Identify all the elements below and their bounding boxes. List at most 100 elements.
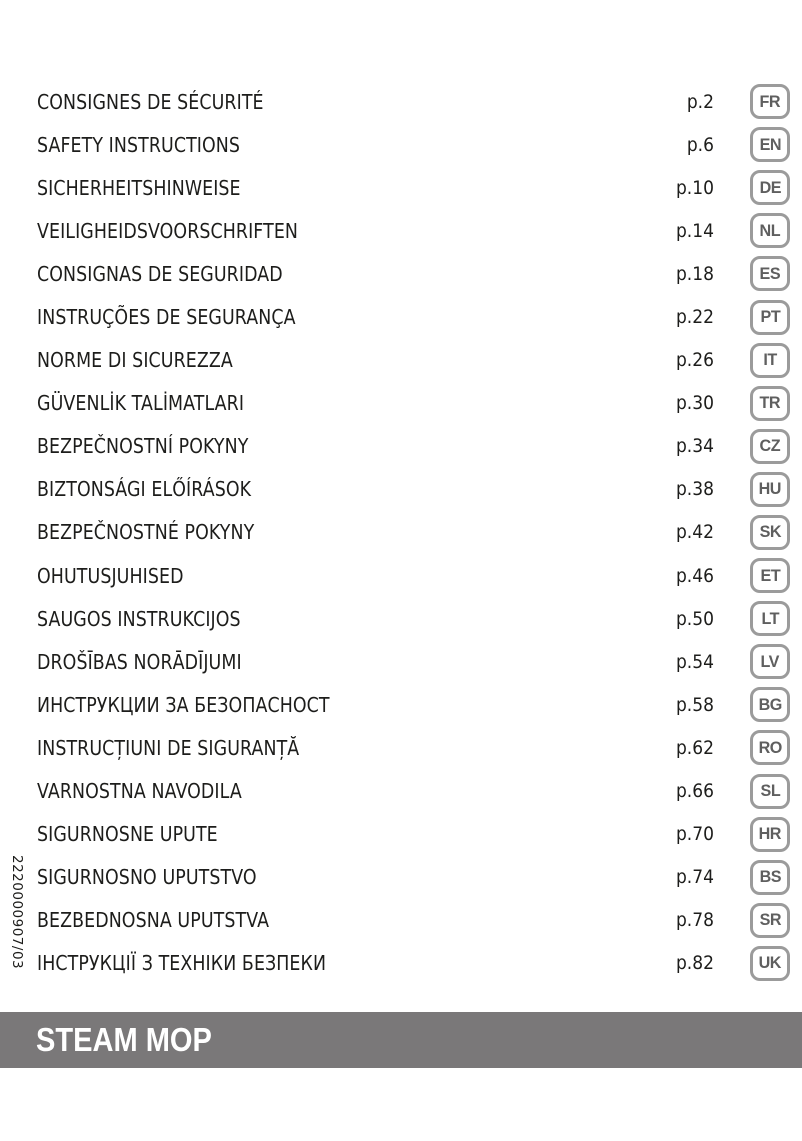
toc-row: SAUGOS INSTRUKCIJOS p.50 LT (37, 597, 790, 640)
toc-entry-title: BEZPEČNOSTNÍ POKYNY (37, 434, 249, 459)
toc-entry-title: SIGURNOSNE UPUTE (37, 822, 218, 847)
toc-row: NORME DI SICUREZZA p.26 IT (37, 339, 790, 382)
language-badge-label: NL (759, 220, 781, 240)
language-badge-label: IT (763, 350, 777, 370)
toc-row: VARNOSTNA NAVODILA p.66 SL (37, 770, 790, 813)
toc-row: CONSIGNAS DE SEGURIDAD p.18 ES (37, 252, 790, 295)
toc-row: ІНСТРУКЦІЇ З ТЕХНІКИ БЕЗПЕКИ p.82 UK (37, 942, 790, 985)
toc-row: OHUTUSJUHISED p.46 ET (37, 554, 790, 597)
toc-entry-title: DROŠĪBAS NORĀDĪJUMI (37, 649, 242, 674)
toc-entry-page-number: p.54 (675, 650, 714, 673)
language-badge: EN (750, 127, 790, 163)
language-badge: SK (750, 514, 790, 550)
toc-entry-title: INSTRUCȚIUNI DE SIGURANȚĂ (37, 735, 300, 760)
toc-row: INSTRUCȚIUNI DE SIGURANȚĂ p.62 RO (37, 726, 790, 769)
toc-entry-page-number: p.22 (675, 306, 714, 329)
language-badge-label: ET (760, 565, 780, 585)
toc-entry-page-number: p.62 (675, 736, 714, 759)
language-badge: LT (750, 601, 790, 637)
toc-entry-title: OHUTUSJUHISED (37, 563, 184, 588)
toc-entry-page-number: p.82 (675, 952, 714, 975)
language-badge: UK (750, 945, 790, 981)
toc-entry-page-number: p.58 (675, 693, 714, 716)
product-reference-code: 2220000907/03 (9, 855, 25, 970)
toc-entry-page-number: p.2 (686, 90, 714, 113)
toc-entry-title: BIZTONSÁGI ELŐÍRÁSOK (37, 477, 252, 502)
toc-row: DROŠĪBAS NORĀDĪJUMI p.54 LV (37, 640, 790, 683)
toc-row: SIGURNOSNE UPUTE p.70 HR (37, 813, 790, 856)
language-badge-label: LT (761, 608, 779, 628)
toc-entry-page-number: p.70 (675, 823, 714, 846)
language-badge-label: HR (758, 824, 782, 844)
toc-row: BEZPEČNOSTNÍ POKYNY p.34 CZ (37, 425, 790, 468)
language-badge: IT (750, 342, 790, 378)
language-badge: BG (750, 687, 790, 723)
language-badge-label: CZ (759, 436, 781, 456)
language-badge: HR (750, 816, 790, 852)
toc-row: BEZPEČNOSTNÉ POKYNY p.42 SK (37, 511, 790, 554)
toc-row: SAFETY INSTRUCTIONS p.6 EN (37, 123, 790, 166)
toc-entry-page-number: p.42 (675, 521, 714, 544)
toc-entry-page-number: p.10 (675, 176, 714, 199)
toc-entry-page-number: p.78 (675, 909, 714, 932)
toc-entry-page-number: p.30 (675, 392, 714, 415)
language-badge: CZ (750, 428, 790, 464)
footer-bar: STEAM MOP (0, 1012, 802, 1068)
toc-row: BEZBEDNOSNA UPUTSTVA p.78 SR (37, 899, 790, 942)
language-badge-label: LV (760, 651, 780, 671)
toc-entry-title: GÜVENLİK TALİMATLARI (37, 391, 245, 416)
toc-entry-title: BEZBEDNOSNA UPUTSTVA (37, 908, 270, 933)
language-badge-label: FR (759, 91, 781, 111)
language-badge-label: SK (759, 522, 781, 542)
language-badge-label: RO (758, 737, 782, 757)
language-badge: NL (750, 213, 790, 249)
toc-row: VEILIGHEIDSVOORSCHRIFTEN p.14 NL (37, 209, 790, 252)
language-badge-label: BS (759, 867, 781, 887)
toc-entry-page-number: p.74 (675, 866, 714, 889)
toc-entry-page-number: p.50 (675, 607, 714, 630)
toc-row: SIGURNOSNO UPUTSTVO p.74 BS (37, 856, 790, 899)
toc-entry-page-number: p.6 (686, 133, 714, 156)
toc-entry-title: INSTRUÇÕES DE SEGURANÇA (37, 305, 296, 330)
language-badge-label: SR (759, 910, 781, 930)
language-badge: ET (750, 558, 790, 594)
language-badge: TR (750, 385, 790, 421)
language-badge: FR (750, 84, 790, 120)
language-badge-label: UK (758, 953, 782, 973)
toc-entry-page-number: p.38 (675, 478, 714, 501)
language-badge-label: HU (758, 479, 782, 499)
toc-entry-page-number: p.26 (675, 349, 714, 372)
language-badge: SR (750, 902, 790, 938)
toc-entry-page-number: p.46 (675, 564, 714, 587)
language-badge-label: ES (759, 263, 781, 283)
toc-entry-page-number: p.18 (675, 262, 714, 285)
toc-entry-title: BEZPEČNOSTNÉ POKYNY (37, 520, 255, 545)
language-badge: SL (750, 773, 790, 809)
toc-row: SICHERHEITSHINWEISE p.10 DE (37, 166, 790, 209)
toc-entry-title: NORME DI SICUREZZA (37, 348, 233, 373)
toc-entry-title: ИНСТРУКЦИИ ЗА БЕЗОПАСНОСТ (37, 692, 330, 717)
language-badge-label: DE (759, 177, 781, 197)
toc-entry-title: SIGURNOSNO UPUTSTVO (37, 865, 257, 890)
language-badge: DE (750, 170, 790, 206)
toc-entry-title: SAFETY INSTRUCTIONS (37, 132, 241, 157)
language-badge: PT (750, 299, 790, 335)
toc-entry-page-number: p.34 (675, 435, 714, 458)
toc-list: CONSIGNES DE SÉCURITÉ p.2 FR SAFETY INST… (37, 80, 790, 985)
toc-row: CONSIGNES DE SÉCURITÉ p.2 FR (37, 80, 790, 123)
toc-row: INSTRUÇÕES DE SEGURANÇA p.22 PT (37, 295, 790, 338)
language-badge-label: EN (759, 134, 781, 154)
language-badge-label: SL (760, 781, 780, 801)
product-title: STEAM MOP (36, 1021, 212, 1058)
toc-row: BIZTONSÁGI ELŐÍRÁSOK p.38 HU (37, 468, 790, 511)
toc-entry-page-number: p.66 (675, 780, 714, 803)
language-badge: ES (750, 256, 790, 292)
toc-entry-page-number: p.14 (675, 219, 714, 242)
toc-entry-title: ІНСТРУКЦІЇ З ТЕХНІКИ БЕЗПЕКИ (37, 951, 327, 976)
language-badge: BS (750, 859, 790, 895)
language-badge-label: BG (758, 694, 782, 714)
toc-row: ИНСТРУКЦИИ ЗА БЕЗОПАСНОСТ p.58 BG (37, 683, 790, 726)
toc-entry-title: CONSIGNES DE SÉCURITÉ (37, 89, 264, 114)
toc-row: GÜVENLİK TALİMATLARI p.30 TR (37, 382, 790, 425)
